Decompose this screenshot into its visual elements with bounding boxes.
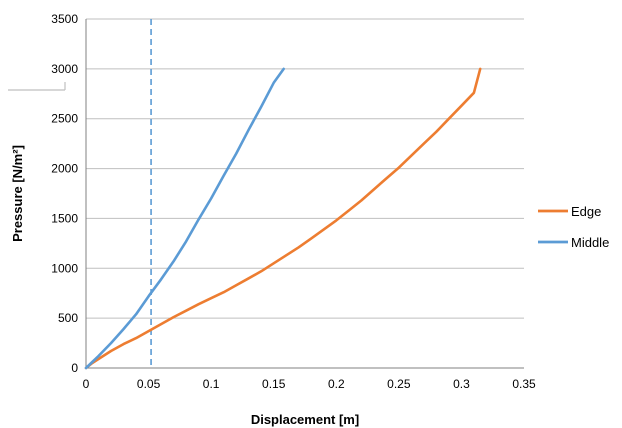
series-line-middle xyxy=(84,67,286,370)
x-tick-label: 0.35 xyxy=(512,377,536,391)
y-tick-label: 2000 xyxy=(51,162,78,176)
x-tick-label: 0.15 xyxy=(262,377,286,391)
legend-label-edge: Edge xyxy=(571,204,601,219)
x-axis-title: Displacement [m] xyxy=(251,412,359,427)
x-tick-label: 0.1 xyxy=(203,377,220,391)
legend: Edge Middle xyxy=(538,204,609,250)
y-axis-title: Pressure [N/m²] xyxy=(10,145,25,242)
x-tick-label: 0 xyxy=(83,377,90,391)
series-line-edge xyxy=(84,67,482,370)
y-tick-label: 1000 xyxy=(51,261,78,275)
x-tick-label: 0.3 xyxy=(453,377,470,391)
y-tick-label: 1500 xyxy=(51,211,78,225)
x-tick-label: 0.2 xyxy=(328,377,345,391)
y-tick-label: 3000 xyxy=(51,62,78,76)
y-tick-label: 3500 xyxy=(51,12,78,26)
y-tick-labels: 0 500 1000 1500 2000 2500 3000 3500 xyxy=(51,12,78,375)
gridlines xyxy=(86,18,524,319)
y-tick-label: 2500 xyxy=(51,112,78,126)
y-tick-label: 0 xyxy=(71,361,78,375)
x-tick-labels: 0 0.05 0.1 0.15 0.2 0.25 0.3 0.35 xyxy=(83,377,536,391)
legend-label-middle: Middle xyxy=(571,235,609,250)
x-tick-label: 0.25 xyxy=(387,377,411,391)
x-tick-label: 0.05 xyxy=(137,377,161,391)
y-tick-label: 500 xyxy=(58,311,78,325)
series-lines xyxy=(84,67,482,370)
